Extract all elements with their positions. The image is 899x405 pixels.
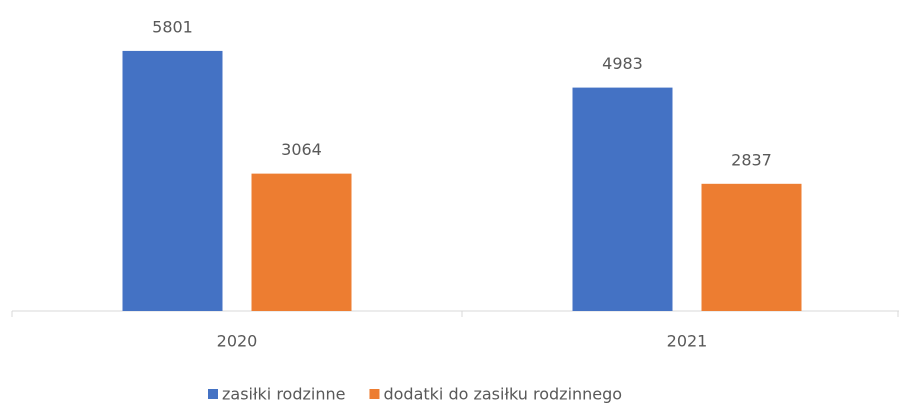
bar xyxy=(572,87,673,312)
x-tick-label: 2021 xyxy=(667,332,708,351)
legend-label: zasiłki rodzinne xyxy=(222,385,345,404)
value-label: 4983 xyxy=(602,54,643,73)
value-label: 5801 xyxy=(152,17,193,36)
bar xyxy=(251,173,352,311)
legend-swatch xyxy=(369,389,380,399)
bar xyxy=(122,50,223,311)
value-label: 3064 xyxy=(281,140,322,159)
value-label: 2837 xyxy=(731,150,772,169)
x-tick-label: 2020 xyxy=(217,332,258,351)
legend-swatch xyxy=(208,389,218,399)
legend-label: dodatki do zasiłku rodzinnego xyxy=(383,385,622,404)
bar xyxy=(701,183,802,311)
